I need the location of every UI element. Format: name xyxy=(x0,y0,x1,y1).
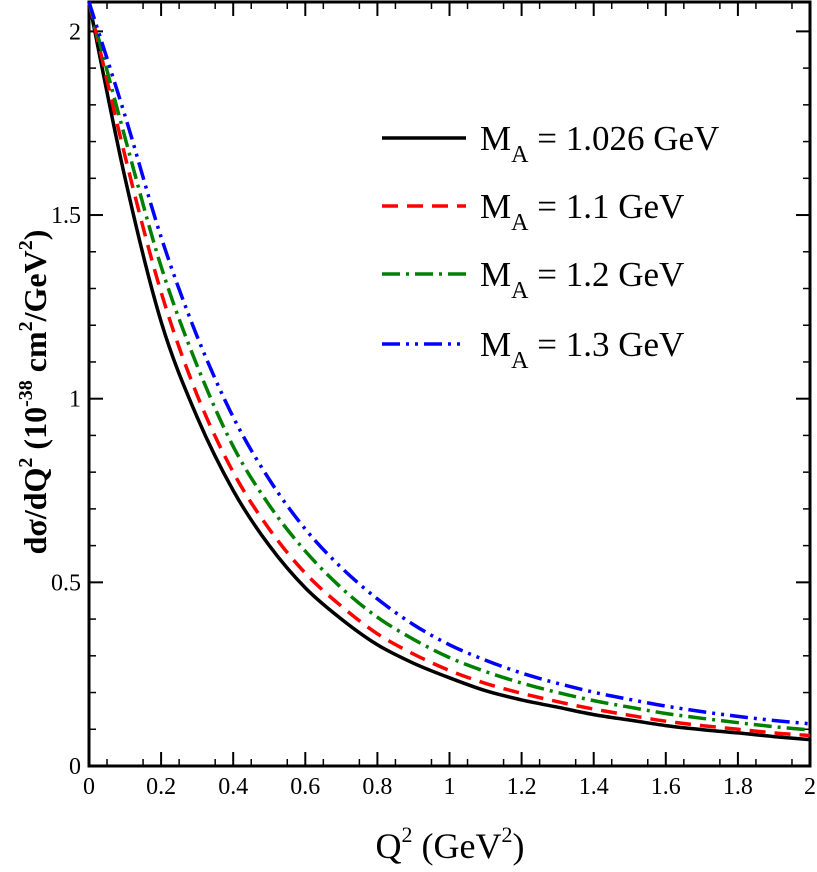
series-lines xyxy=(87,1,811,742)
x-tick-label: 0.8 xyxy=(362,774,392,800)
legend-label-3: MA = 1.2 GeV xyxy=(480,255,684,304)
x-axis-title: Q2 (GeV2) xyxy=(376,822,525,866)
x-tick-label: 0 xyxy=(83,774,95,800)
x-tick-label: 0.6 xyxy=(290,774,320,800)
x-title-unit-sup: 2 xyxy=(501,822,512,847)
x-tick-label: 1.2 xyxy=(507,774,537,800)
y-tick-label: 2 xyxy=(69,19,81,45)
x-tick-label: 1.6 xyxy=(651,774,681,800)
y-title-exp: -38 xyxy=(15,380,37,407)
x-tick-label: 1 xyxy=(444,774,456,800)
legend: MA = 1.026 GeV MA = 1.1 GeV MA = 1.2 GeV MA… xyxy=(382,119,719,374)
axis-ticks: 0 0.2 0.4 0.6 0.8 1 1.2 1.4 1.6 1.8 2 0 0.5 1 1.5 2 xyxy=(51,2,816,800)
x-tick-label: 1.4 xyxy=(579,774,609,800)
y-axis-title: dσ/dQ2 (10-38 cm2/GeV2) xyxy=(15,230,53,555)
x-tick-label: 0.2 xyxy=(146,774,176,800)
x-title-unit-open: (GeV xyxy=(413,826,502,866)
y-title-sup1: 2 xyxy=(15,458,37,468)
legend-label-2: MA = 1.1 GeV xyxy=(480,187,684,236)
plot-frame xyxy=(87,0,812,768)
x-tick-label: 1.8 xyxy=(723,774,753,800)
y-title-mid: cm xyxy=(17,331,53,380)
legend-label-1: MA = 1.026 GeV xyxy=(480,119,719,168)
x-tick-label: 2 xyxy=(804,774,816,800)
y-tick-label: 1 xyxy=(69,387,81,413)
y-title-mid2: /GeV xyxy=(17,250,53,322)
y-tick-label: 1.5 xyxy=(51,203,81,229)
x-title-base: Q xyxy=(376,826,402,866)
x-title-unit-close: ) xyxy=(512,826,524,866)
legend-label-4: MA = 1.3 GeV xyxy=(480,325,684,374)
series-line-3 xyxy=(87,1,811,732)
y-title-sup2: 2 xyxy=(15,321,37,331)
y-tick-label: 0 xyxy=(69,754,81,780)
y-title-base: dσ/dQ xyxy=(17,468,53,555)
series-line-1 xyxy=(87,1,811,742)
y-title-sup3: 2 xyxy=(15,240,37,250)
series-line-2 xyxy=(87,1,811,738)
y-title-close: ) xyxy=(17,230,53,241)
x-tick-label: 0.4 xyxy=(218,774,248,800)
y-title-unit-open: (10 xyxy=(17,407,53,458)
y-tick-label: 0.5 xyxy=(51,570,81,596)
x-title-sup: 2 xyxy=(402,822,413,847)
series-line-4 xyxy=(87,1,811,726)
